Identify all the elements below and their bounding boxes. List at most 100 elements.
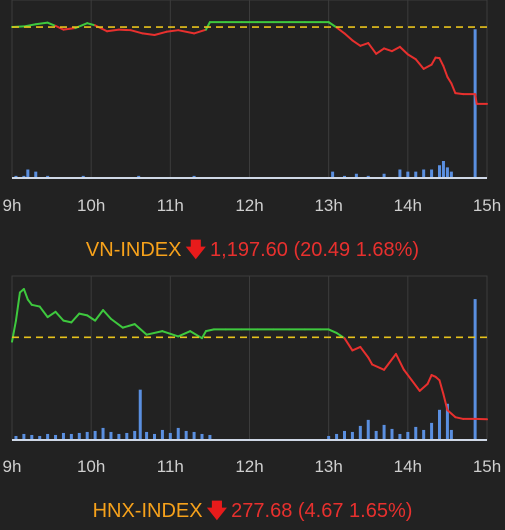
index-line-segment	[16, 293, 20, 321]
volume-bar	[169, 433, 172, 440]
x-tick-label: 10h	[77, 196, 105, 216]
volume-bar	[193, 432, 196, 440]
volume-bar	[351, 432, 354, 440]
index-line-segment	[360, 43, 368, 46]
index-line-segment	[155, 32, 167, 35]
index-line-segment	[345, 33, 353, 40]
index-line-segment	[111, 319, 123, 328]
x-tick-label: 12h	[235, 196, 263, 216]
volume-bar	[94, 431, 97, 440]
volume-bar	[446, 167, 449, 178]
volume-bar	[86, 432, 89, 440]
volume-bar	[62, 433, 65, 440]
index-line-segment	[103, 310, 111, 319]
volume-bar	[383, 425, 386, 440]
volume-bar	[343, 431, 346, 440]
index-line-segment	[12, 321, 16, 342]
index-line-segment	[178, 331, 190, 336]
volume-bar	[26, 170, 29, 179]
volume-bar	[177, 428, 180, 440]
index-line-segment	[87, 23, 95, 25]
index-line-segment	[443, 394, 447, 410]
index-line-segment	[345, 338, 353, 350]
volume-bar	[438, 165, 441, 178]
index-line-segment	[408, 54, 416, 59]
index-line-segment	[412, 380, 420, 391]
index-line-segment	[440, 380, 444, 394]
index-line-segment	[194, 30, 206, 34]
volume-bar	[450, 430, 453, 440]
index-line-segment	[178, 30, 194, 33]
volume-bar	[375, 431, 378, 440]
hnx-index-value: 277.68 (4.67 1.65%)	[231, 500, 412, 522]
volume-bar	[391, 429, 394, 440]
index-line-segment	[40, 307, 48, 318]
arrow-down-icon: 🡇	[207, 500, 228, 522]
volume-bar	[125, 433, 128, 440]
index-line-segment	[119, 30, 131, 31]
x-tick-label: 15h	[473, 457, 501, 477]
volume-bar	[438, 410, 441, 440]
volume-bar	[430, 170, 433, 179]
index-line-segment	[24, 289, 28, 300]
index-line-segment	[32, 305, 40, 307]
volume-bar	[133, 431, 136, 440]
hnx-index-chart	[0, 262, 505, 462]
index-line-segment	[166, 30, 178, 32]
volume-bar	[78, 433, 81, 440]
volume-bar	[161, 430, 164, 440]
index-line-segment	[147, 331, 163, 335]
index-line-segment	[107, 30, 119, 32]
index-line-segment	[95, 310, 103, 321]
vn-index-chart	[0, 0, 505, 200]
index-line-segment	[372, 365, 384, 370]
hnx-index-name: HNX-INDEX	[93, 500, 203, 522]
index-line-segment	[428, 375, 432, 384]
index-line-segment	[56, 312, 64, 321]
x-tick-label: 11h	[157, 457, 184, 477]
index-line-segment	[123, 324, 135, 328]
volume-bar	[430, 423, 433, 440]
volume-bar	[406, 432, 409, 440]
volume-bar	[185, 431, 188, 440]
volume-bar	[359, 426, 362, 440]
index-line-segment	[368, 357, 372, 364]
volume-bar	[367, 420, 370, 440]
x-tick-label: 14h	[394, 196, 422, 216]
index-line-segment	[455, 93, 463, 94]
index-line-segment	[455, 417, 463, 419]
x-tick-label: 10h	[77, 457, 105, 477]
x-tick-label: 13h	[314, 457, 342, 477]
index-line-segment	[451, 83, 455, 93]
index-line-segment	[63, 28, 75, 30]
index-line-segment	[432, 58, 436, 65]
index-line-segment	[63, 321, 71, 323]
volume-bar	[414, 427, 417, 440]
arrow-down-icon: 🡇	[185, 239, 206, 261]
x-tick-label: 13h	[314, 196, 342, 216]
index-line-segment	[384, 354, 396, 370]
x-tick-label: 12h	[235, 457, 263, 477]
x-tick-label: 9h	[3, 196, 22, 216]
index-line-segment	[143, 33, 155, 35]
index-line-segment	[384, 48, 392, 51]
index-line-segment	[329, 329, 337, 333]
index-line-segment	[48, 312, 56, 317]
vn-index-value: 1,197.60 (20.49 1.68%)	[210, 239, 419, 261]
volume-bar	[422, 430, 425, 440]
index-line-segment	[360, 347, 368, 358]
index-line-segment	[416, 59, 424, 69]
index-line-segment	[131, 30, 143, 33]
index-line-segment	[36, 23, 48, 25]
x-tick-label: 14h	[394, 457, 422, 477]
x-tick-label: 15h	[473, 196, 501, 216]
volume-bar	[139, 390, 142, 440]
index-line-segment	[206, 329, 214, 331]
index-line-segment	[71, 314, 79, 323]
index-line-segment	[440, 58, 444, 66]
index-line-segment	[79, 314, 87, 316]
volume-bar	[422, 170, 425, 179]
volume-bar	[145, 432, 148, 440]
